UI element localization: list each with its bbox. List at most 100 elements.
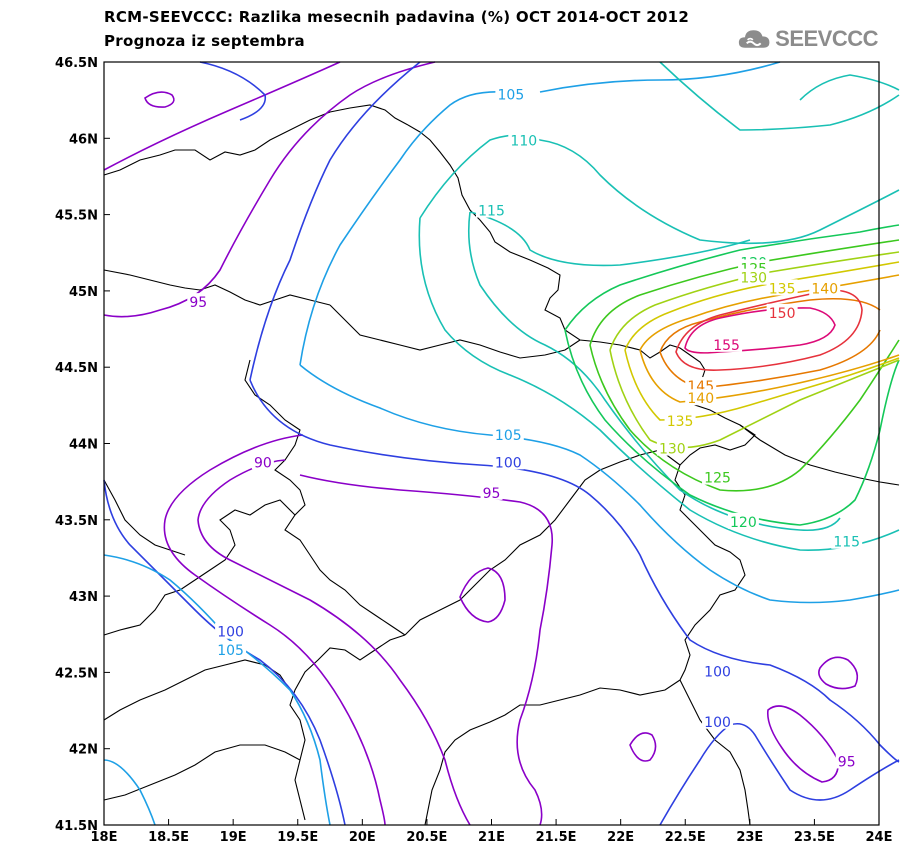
- contour-line: [609, 251, 900, 351]
- y-tick-label: 43N: [69, 590, 98, 605]
- border-line: [244, 359, 406, 636]
- contour-label: 115: [833, 535, 860, 551]
- contour-label-group: 1051101151201251301351401501551451401351…: [187, 85, 863, 770]
- axis-ticks: 18E 18.5E 19E 19.5E 20E 20.5E 21E 21.5E 22E 22.5E…: [55, 56, 892, 845]
- contour-label-bg: [702, 468, 734, 485]
- y-tick-label: 42.5N: [55, 666, 98, 681]
- contour-line: [659, 722, 900, 826]
- y-tick-label: 45.5N: [55, 209, 98, 224]
- contour-label: 90: [254, 455, 272, 471]
- contour-label-bg: [727, 512, 759, 529]
- chart-title: RCM-SEEVCCC: Razlika mesecnih padavina (…: [104, 8, 690, 26]
- contour-line: [103, 759, 156, 826]
- cloud-icon: [738, 30, 770, 48]
- contour-line: [564, 224, 900, 331]
- contour-label-bg: [738, 268, 770, 285]
- contour-label-bg: [835, 752, 858, 769]
- contour-line: [197, 459, 471, 826]
- border-line: [289, 634, 406, 821]
- contour-label-bg: [711, 335, 743, 352]
- contour-line: [818, 656, 859, 690]
- contour-line: [766, 705, 839, 783]
- y-tick-label: 43.5N: [55, 514, 98, 529]
- contour-line: [639, 349, 900, 403]
- x-tick-label: 19E: [220, 830, 247, 845]
- contour-line: [659, 297, 881, 353]
- x-tick-label: 21.5E: [536, 830, 577, 845]
- border-line: [424, 679, 681, 826]
- border-line: [103, 499, 296, 636]
- contour-line: [299, 474, 553, 826]
- border-line: [103, 104, 409, 176]
- contour-label-bg: [215, 622, 247, 639]
- contour-line: [249, 379, 900, 763]
- contour-line: [418, 217, 900, 551]
- border-line: [679, 679, 751, 826]
- contour-label: 105: [217, 643, 244, 659]
- contour-line: [624, 261, 900, 351]
- contour-label-bg: [251, 453, 274, 470]
- contour-label: 95: [483, 486, 501, 502]
- contour-label: 130: [659, 442, 686, 458]
- contour-line: [629, 732, 657, 762]
- y-tick-label: 41.5N: [55, 819, 98, 834]
- contour-label-bg: [508, 131, 540, 148]
- contour-label-bg: [495, 85, 527, 102]
- y-tick-label: 42N: [69, 743, 98, 758]
- contour-label: 155: [713, 338, 740, 354]
- contour-line: [624, 349, 900, 421]
- y-tick-label: 44N: [69, 438, 98, 453]
- contour-line: [419, 134, 900, 245]
- contour-label-bg: [702, 712, 734, 729]
- contour-label: 110: [510, 133, 537, 149]
- contour-line: [467, 211, 841, 532]
- contour-label: 140: [811, 281, 838, 297]
- contour-label: 100: [704, 715, 731, 731]
- contour-line: [103, 554, 331, 826]
- contour-label: 105: [495, 428, 522, 444]
- contour-line: [249, 61, 421, 381]
- contour-label-bg: [831, 532, 863, 549]
- contour-line: [659, 61, 900, 131]
- x-tick-label: 18.5E: [148, 830, 189, 845]
- border-line: [103, 269, 331, 306]
- contour-line: [564, 329, 900, 526]
- x-tick-label: 21E: [478, 830, 505, 845]
- contour-label-bg: [685, 389, 717, 406]
- y-tick-label: 45N: [69, 285, 98, 300]
- contour-label: 105: [498, 88, 525, 104]
- x-tick-label: 18E: [91, 830, 118, 845]
- contour-label-bg: [187, 293, 210, 310]
- contour-label-bg: [476, 201, 507, 218]
- contour-label: 150: [769, 306, 796, 322]
- contour-label-bg: [766, 303, 798, 320]
- contour-label-bg: [809, 279, 841, 296]
- contour-label: 140: [687, 391, 714, 407]
- contour-label-bg: [664, 412, 696, 429]
- contour-label-bg: [215, 641, 247, 658]
- x-tick-label: 23E: [736, 830, 763, 845]
- contour-line: [609, 349, 900, 449]
- y-tick-label: 44.5N: [55, 361, 98, 376]
- contour-label-bg: [656, 439, 688, 456]
- contour-label-bg: [702, 662, 734, 679]
- contour-label: 115: [478, 204, 505, 220]
- plot-frame: [103, 61, 880, 826]
- contour-line: [799, 74, 900, 101]
- contour-line: [639, 274, 900, 351]
- contour-lines: [103, 61, 900, 826]
- contour-label: 135: [667, 414, 694, 430]
- contour-label-bg: [492, 453, 524, 470]
- contour-label: 120: [730, 515, 757, 531]
- contour-label: 100: [495, 455, 522, 471]
- contour-line: [103, 61, 341, 171]
- contour-line: [144, 91, 175, 108]
- contour-label: 135: [769, 281, 796, 297]
- contour-line: [684, 307, 836, 354]
- contour-line: [459, 567, 506, 623]
- contour-label: 95: [189, 295, 207, 311]
- contour-line: [299, 90, 506, 366]
- contour-label-bg: [492, 425, 524, 442]
- seevccc-logo: SEEVCCC: [738, 22, 878, 56]
